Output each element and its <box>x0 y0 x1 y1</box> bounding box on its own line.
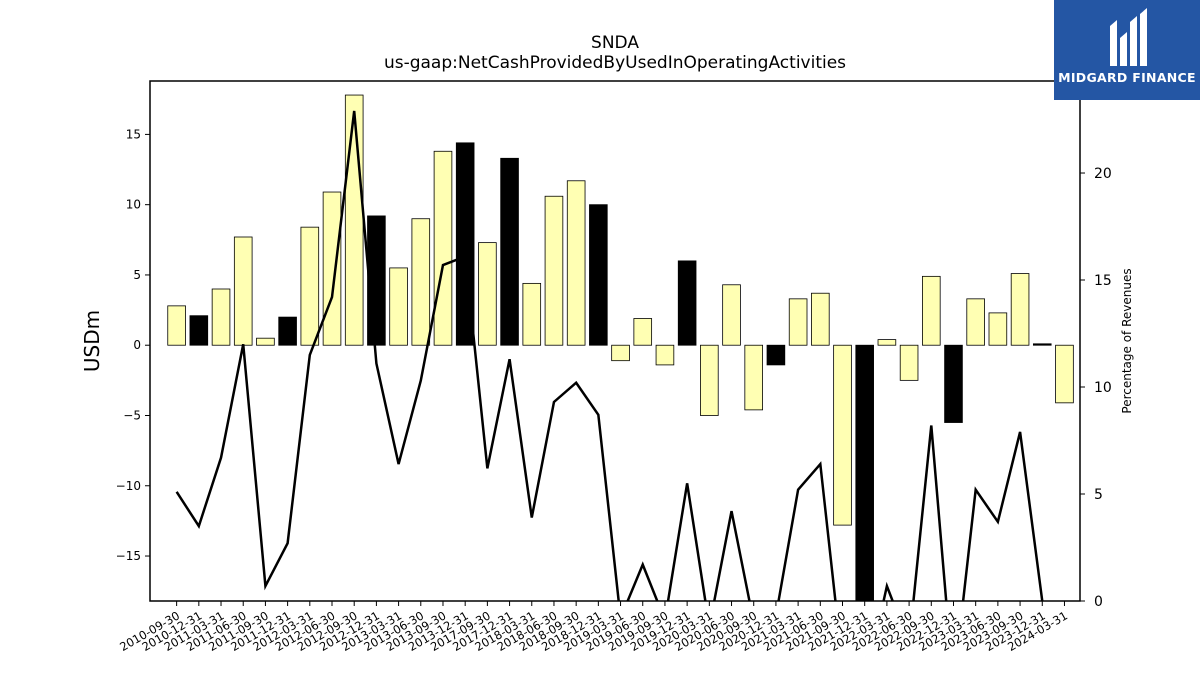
bar-2021-03-31 <box>788 298 808 346</box>
bar-2012-03-31 <box>300 226 320 346</box>
bar-2011-12-31 <box>278 316 297 346</box>
bar-2013-03-31 <box>389 267 408 346</box>
y2-tick-label: 15 <box>1094 273 1112 289</box>
bar-2011-06-30 <box>233 236 253 346</box>
bar-2013-09-30 <box>433 150 453 346</box>
bar-2020-12-31 <box>766 344 786 366</box>
bar-2012-06-30 <box>322 191 342 346</box>
plot-frame <box>149 80 1081 602</box>
y-tick-label: −10 <box>116 479 141 493</box>
y-tick-label: 5 <box>133 268 141 282</box>
bar-2018-12-31 <box>589 204 608 346</box>
y-tick-label: 15 <box>126 127 141 141</box>
bar-2023-06-30 <box>988 312 1008 346</box>
midgard-finance-logo: MIDGARD FINANCE <box>1054 0 1200 100</box>
y2-tick-label: 10 <box>1094 380 1112 396</box>
bar-2019-03-31 <box>611 344 630 362</box>
bar-2022-12-31 <box>944 344 963 423</box>
y-tick-label: 10 <box>126 198 141 212</box>
bar-2024-03-31 <box>1055 344 1074 404</box>
midgard-logo-icon <box>1110 8 1147 66</box>
bar-2019-09-30 <box>655 344 675 366</box>
bar-2018-03-31 <box>522 282 542 346</box>
bar-2020-06-30 <box>722 284 741 346</box>
bar-2018-09-30 <box>566 180 586 346</box>
logo-text: MIDGARD FINANCE <box>1058 70 1196 85</box>
bar-2018-06-30 <box>544 195 564 346</box>
bar-2010-09-30 <box>167 305 186 346</box>
bar-2019-06-30 <box>633 318 653 346</box>
y2-tick-label: 5 <box>1094 487 1103 503</box>
bar-2021-09-30 <box>833 344 852 526</box>
y-axis-label: USDm <box>80 310 104 372</box>
chart-title: SNDA <box>591 33 639 53</box>
y2-tick-label: 20 <box>1094 166 1112 182</box>
y-tick-label: 0 <box>133 338 141 352</box>
percentage-line <box>175 110 1044 601</box>
bar-2020-09-30 <box>744 344 764 411</box>
y2-tick-label: 0 <box>1094 594 1103 610</box>
bar-2017-09-30 <box>478 242 497 346</box>
bar-2017-12-31 <box>500 157 519 346</box>
bar-2023-12-31 <box>1032 343 1052 346</box>
bar-2022-03-31 <box>877 339 897 346</box>
line-layer <box>175 110 1044 601</box>
y-tick-label: −5 <box>123 408 141 422</box>
bars <box>167 94 1074 601</box>
bar-2023-03-31 <box>966 298 985 346</box>
plot-content <box>167 94 1074 601</box>
y2-axis-label: Percentage of Revenues <box>1120 268 1134 413</box>
bar-2012-09-30 <box>344 94 364 346</box>
bar-2021-06-30 <box>811 292 830 346</box>
chart-subtitle: us-gaap:NetCashProvidedByUsedInOperating… <box>384 53 846 73</box>
bar-2019-12-31 <box>677 260 697 346</box>
y-tick-label: −15 <box>116 549 141 563</box>
bar-2022-06-30 <box>899 344 919 381</box>
bar-2021-12-31 <box>855 344 874 601</box>
bar-2013-06-30 <box>411 218 431 346</box>
bar-2011-09-30 <box>256 337 275 346</box>
bar-2023-09-30 <box>1010 273 1030 346</box>
bar-2011-03-31 <box>211 288 231 346</box>
bar-2022-09-30 <box>922 275 941 346</box>
bar-2020-03-31 <box>700 344 719 416</box>
bar-2010-12-31 <box>189 315 209 346</box>
